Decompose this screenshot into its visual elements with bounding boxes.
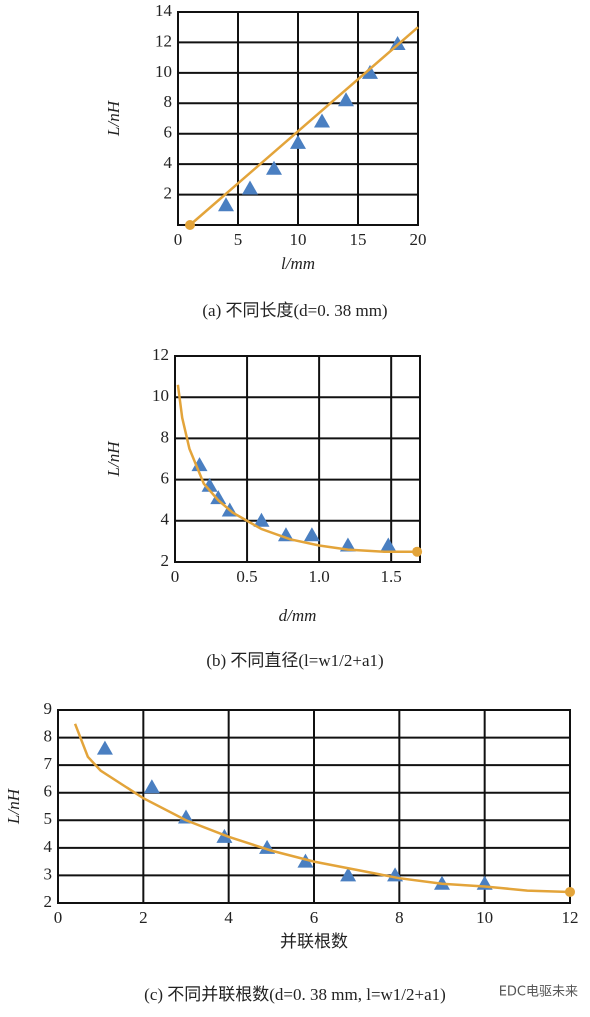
x-tick-label: 4 — [224, 908, 233, 927]
caption: (b) 不同直径(l=w1/2+a1) — [206, 651, 383, 670]
data-point — [314, 113, 330, 128]
x-tick-label: 6 — [310, 908, 319, 927]
data-point — [143, 779, 160, 794]
y-tick-label: 2 — [44, 892, 53, 911]
y-tick-label: 12 — [152, 345, 169, 364]
x-tick-label: 1.0 — [308, 567, 329, 586]
data-point — [340, 867, 357, 882]
data-point — [218, 197, 234, 212]
y-axis-label: L/nH — [4, 787, 23, 825]
data-point — [266, 160, 282, 175]
x-tick-label: 12 — [562, 908, 579, 927]
y-tick-label: 4 — [164, 153, 173, 172]
y-tick-label: 14 — [155, 1, 173, 20]
x-tick-label: 0 — [174, 230, 183, 249]
data-point — [389, 35, 406, 50]
y-tick-label: 5 — [44, 809, 53, 828]
x-tick-label: 5 — [234, 230, 243, 249]
y-tick-label: 4 — [161, 510, 170, 529]
x-tick-label: 8 — [395, 908, 404, 927]
caption: (c) 不同并联根数(d=0. 38 mm, l=w1/2+a1) — [144, 985, 446, 1004]
x-axis-label: d/mm — [279, 606, 317, 625]
caption: (a) 不同长度(d=0. 38 mm) — [202, 301, 387, 320]
data-point — [242, 180, 258, 195]
x-tick-label: 0 — [171, 567, 180, 586]
data-point — [277, 527, 294, 542]
data-point — [380, 537, 397, 552]
y-tick-label: 3 — [44, 864, 53, 883]
x-tick-label: 20 — [410, 230, 427, 249]
data-point — [338, 92, 354, 107]
x-tick-label: 10 — [476, 908, 493, 927]
fit-line — [176, 384, 418, 553]
end-point — [565, 886, 575, 897]
watermark: EDC电驱未来 — [499, 985, 578, 1000]
y-tick-label: 12 — [155, 31, 172, 50]
y-axis-label: L/nH — [104, 99, 123, 137]
end-point — [412, 546, 423, 557]
y-tick-label: 6 — [164, 123, 173, 142]
x-tick-label: 2 — [139, 908, 148, 927]
x-tick-label: 0.5 — [236, 567, 257, 586]
data-point — [191, 457, 208, 472]
x-axis-label: 并联根数 — [280, 932, 348, 951]
fit-line — [189, 26, 419, 226]
data-point — [362, 64, 378, 79]
data-point — [253, 512, 270, 527]
y-tick-label: 4 — [44, 837, 53, 856]
data-point — [290, 134, 306, 149]
x-tick-label: 15 — [350, 230, 367, 249]
data-point — [210, 490, 227, 505]
plot-frame — [174, 355, 421, 563]
y-axis-label: L/nH — [104, 440, 123, 478]
y-tick-label: 7 — [44, 754, 53, 773]
y-tick-label: 8 — [164, 92, 173, 111]
y-tick-label: 10 — [155, 62, 172, 81]
y-tick-label: 6 — [44, 782, 53, 801]
y-tick-label: 2 — [161, 551, 170, 570]
data-point — [96, 740, 113, 755]
end-point — [185, 220, 195, 230]
data-point — [178, 809, 194, 824]
y-tick-label: 9 — [44, 699, 53, 718]
y-tick-label: 8 — [44, 726, 53, 745]
fit-line — [73, 723, 571, 894]
data-point — [303, 527, 320, 542]
y-tick-label: 8 — [161, 427, 170, 446]
x-tick-label: 10 — [290, 230, 307, 249]
x-tick-label: 0 — [54, 908, 63, 927]
y-tick-label: 6 — [161, 469, 170, 488]
x-axis-label: l/mm — [281, 254, 315, 273]
y-tick-label: 10 — [152, 386, 169, 405]
x-tick-label: 1.5 — [381, 567, 402, 586]
data-point — [201, 477, 218, 492]
y-tick-label: 2 — [164, 183, 173, 202]
